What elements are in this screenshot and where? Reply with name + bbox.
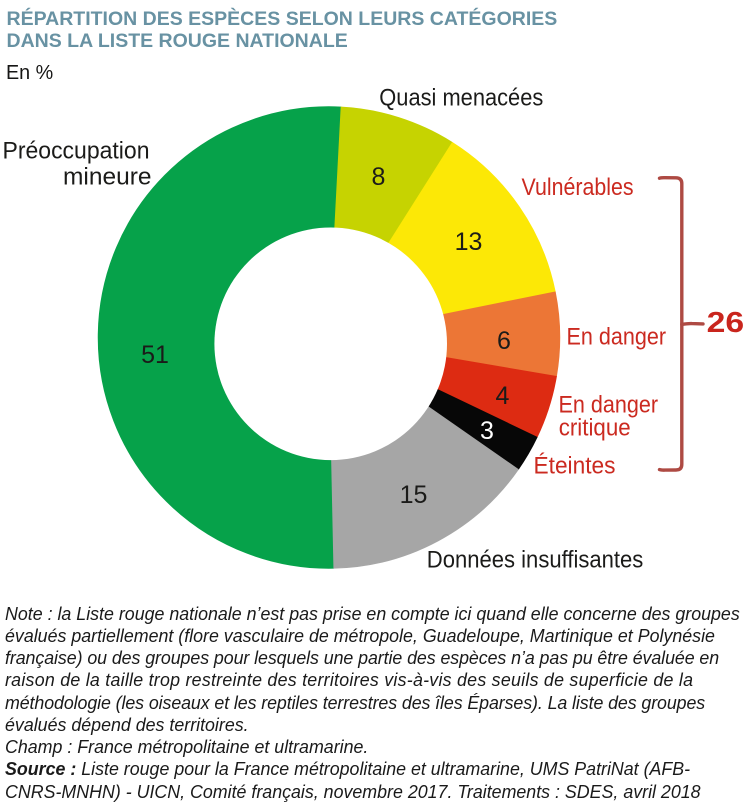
svg-text:51: 51	[141, 341, 169, 369]
svg-text:Préoccupation: Préoccupation	[3, 137, 150, 164]
svg-text:Données insuffisantes: Données insuffisantes	[427, 547, 644, 574]
svg-text:15: 15	[400, 481, 428, 509]
svg-text:6: 6	[497, 327, 511, 355]
svg-text:3: 3	[480, 417, 494, 445]
svg-text:8: 8	[372, 163, 386, 191]
svg-text:mineure: mineure	[63, 163, 152, 190]
svg-text:Quasi menacées: Quasi menacées	[379, 84, 543, 111]
svg-text:En danger: En danger	[559, 391, 659, 418]
svg-text:Vulnérables: Vulnérables	[522, 174, 634, 201]
svg-text:Éteintes: Éteintes	[534, 453, 616, 480]
svg-text:critique: critique	[559, 415, 631, 442]
svg-text:13: 13	[455, 228, 483, 256]
svg-text:En danger: En danger	[567, 324, 667, 351]
svg-text:4: 4	[496, 382, 510, 410]
svg-text:26: 26	[707, 307, 745, 339]
